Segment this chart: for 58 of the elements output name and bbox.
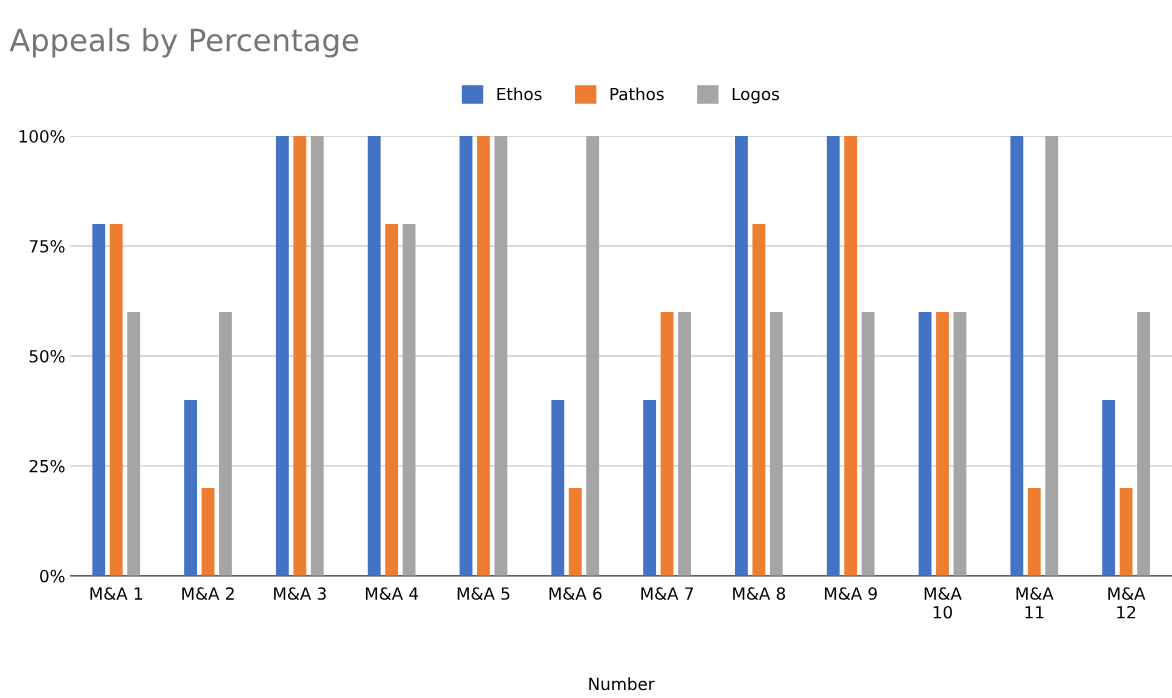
bar — [551, 399, 565, 576]
bar — [678, 312, 691, 576]
y-tick-label: 75% — [29, 240, 65, 253]
bar — [735, 136, 748, 576]
x-tick-label: M&A 10 — [924, 587, 962, 619]
x-tick-label: M&A 3 — [274, 587, 326, 600]
bar — [293, 136, 307, 576]
x-tick-label: M&A 1 — [90, 587, 143, 600]
bar — [385, 224, 399, 576]
chart-title: Appeals by Percentage — [9, 27, 359, 58]
x-tick-label: M&A 11 — [1016, 587, 1054, 619]
x-tick-label: M&A 7 — [641, 587, 693, 600]
bar — [459, 136, 473, 576]
bar — [310, 136, 324, 576]
legend-label: Logos — [732, 87, 779, 104]
bar — [660, 312, 674, 576]
x-tick-label: M&A 9 — [824, 587, 877, 600]
legend-label: Pathos — [610, 87, 664, 101]
bar — [477, 136, 490, 576]
y-tick-label: 25% — [29, 459, 65, 473]
bar — [844, 136, 858, 576]
bar — [1027, 487, 1041, 576]
bar — [1010, 136, 1024, 576]
bar — [586, 136, 600, 576]
bar — [127, 312, 141, 576]
x-tick-label: M&A 5 — [457, 587, 510, 600]
bar — [936, 312, 949, 576]
x-tick-label: M&A 4 — [365, 587, 419, 600]
bar — [918, 312, 932, 576]
x-axis-title: Number — [589, 677, 655, 691]
bar — [92, 224, 106, 576]
bar — [953, 312, 967, 576]
bar — [1119, 487, 1133, 576]
y-tick-label: 100% — [19, 130, 65, 143]
x-tick-label: M&A 12 — [1108, 587, 1146, 619]
bar — [826, 136, 840, 576]
bar — [201, 487, 215, 576]
bar — [643, 399, 657, 576]
x-tick-label: M&A 8 — [733, 587, 786, 600]
bar — [494, 136, 508, 576]
bar — [1137, 312, 1150, 576]
bar — [219, 312, 232, 576]
bar — [752, 224, 766, 576]
bar — [1102, 399, 1116, 576]
y-tick-label: 50% — [29, 349, 65, 363]
x-tick-label: M&A 2 — [182, 587, 234, 600]
bar — [275, 136, 289, 576]
bar — [402, 224, 416, 576]
y-tick-label: 0% — [40, 569, 65, 583]
bar — [184, 399, 198, 576]
bar — [109, 224, 123, 576]
legend-label: Ethos — [497, 87, 542, 101]
x-tick-label: M&A 6 — [549, 587, 602, 600]
bar — [861, 312, 875, 576]
bar — [769, 312, 783, 576]
bar — [367, 136, 381, 576]
bar — [1045, 136, 1059, 576]
bar — [568, 487, 582, 576]
